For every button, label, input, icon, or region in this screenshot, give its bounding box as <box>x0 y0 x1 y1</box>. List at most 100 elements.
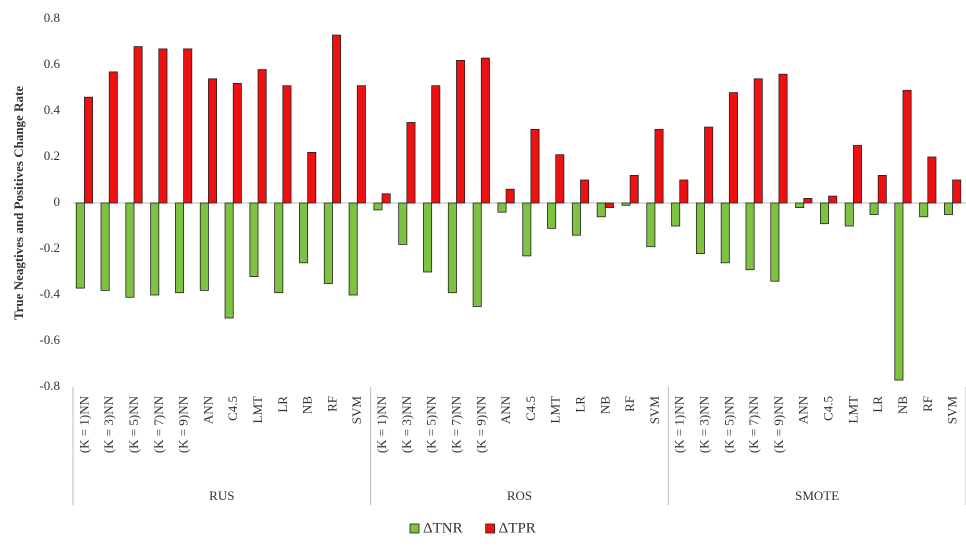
bar <box>679 179 689 204</box>
bar <box>75 202 85 289</box>
x-tick-label: (K = 3)NN <box>399 395 414 453</box>
bar <box>555 154 565 204</box>
bar <box>133 46 143 204</box>
bar <box>927 156 937 204</box>
x-tick-label: RF <box>920 396 935 412</box>
bar <box>505 188 515 204</box>
group-label: SMOTE <box>795 488 839 503</box>
bar <box>522 202 532 257</box>
legend-label: ΔTPR <box>499 520 536 536</box>
y-tick-label: -0.8 <box>39 378 60 393</box>
bar <box>100 202 110 291</box>
bar <box>852 145 862 204</box>
bar <box>307 151 317 204</box>
x-tick-label: (K = 5)NN <box>424 395 439 453</box>
bar <box>728 92 738 204</box>
group-label: RUS <box>209 488 234 503</box>
y-axis-label: True Neagtives and Positives Change Rate <box>11 86 26 320</box>
bar <box>348 202 358 296</box>
x-tick-label: C4.5 <box>523 396 538 421</box>
bar <box>547 202 557 229</box>
x-tick-label: (K = 1)NN <box>76 395 91 453</box>
bar <box>530 128 540 204</box>
bar <box>183 48 193 204</box>
bar <box>671 202 681 227</box>
bar <box>447 202 457 294</box>
bar <box>919 202 929 218</box>
bar <box>944 202 953 215</box>
bar <box>828 195 838 204</box>
x-tick-label: (K = 1)NN <box>672 395 687 453</box>
x-tick-label: NB <box>300 396 315 414</box>
x-tick-label: C4.5 <box>821 396 836 421</box>
y-tick-label: 0.4 <box>44 102 61 117</box>
bar <box>282 85 292 204</box>
x-tick-label: (K = 7)NN <box>151 395 166 453</box>
bar <box>844 202 854 227</box>
bar <box>745 202 755 271</box>
bar <box>646 202 656 248</box>
x-tick-label: (K = 1)NN <box>374 395 389 453</box>
y-tick-label: -0.6 <box>39 332 60 347</box>
bar <box>580 179 590 204</box>
x-tick-label: SVM <box>647 396 662 425</box>
y-tick-label: 0.6 <box>44 56 61 71</box>
bar <box>406 122 416 204</box>
x-tick-label: LMT <box>250 396 265 424</box>
x-tick-label: LR <box>275 396 290 413</box>
x-tick-label: (K = 3)NN <box>697 395 712 453</box>
bar <box>423 202 433 273</box>
bar <box>480 57 490 204</box>
bar <box>158 48 168 204</box>
bar <box>770 202 780 282</box>
legend-swatch <box>409 523 420 534</box>
bar <box>819 202 829 225</box>
x-tick-label: SVM <box>349 396 364 425</box>
bar <box>902 89 912 204</box>
bar <box>877 174 887 204</box>
legend-swatch <box>485 523 496 534</box>
bar <box>795 202 805 208</box>
bar <box>629 174 639 204</box>
x-tick-label: NB <box>597 396 612 414</box>
bar <box>249 202 259 277</box>
x-tick-label: (K = 9)NN <box>473 395 488 453</box>
bar <box>257 69 267 204</box>
x-tick-label: (K = 3)NN <box>101 395 116 453</box>
bar <box>125 202 135 298</box>
bar <box>472 202 482 307</box>
bar <box>604 202 614 208</box>
bar <box>224 202 234 319</box>
bar <box>869 202 879 215</box>
x-tick-label: LR <box>572 396 587 413</box>
y-tick-label: -0.2 <box>39 240 60 255</box>
bar <box>778 73 788 204</box>
x-tick-label: SVM <box>945 396 960 425</box>
bar <box>232 83 242 204</box>
y-tick-label: 0.8 <box>44 10 60 25</box>
bar <box>373 202 383 211</box>
bar <box>654 128 664 204</box>
bar <box>894 202 904 381</box>
bar <box>720 202 730 264</box>
bar <box>150 202 160 296</box>
legend-label: ΔTNR <box>423 520 463 536</box>
bar <box>208 78 218 204</box>
x-tick-label: ANN <box>796 395 811 424</box>
bar <box>332 34 342 204</box>
bar <box>84 96 93 204</box>
bar <box>323 202 333 284</box>
bar <box>803 197 813 204</box>
bar <box>431 85 441 204</box>
bar <box>695 202 705 254</box>
y-tick-label: 0 <box>54 194 61 209</box>
bar <box>356 85 366 204</box>
x-tick-label: NB <box>895 396 910 414</box>
y-tick-label: 0.2 <box>44 148 60 163</box>
x-tick-label: ANN <box>498 395 513 424</box>
bar <box>175 202 185 294</box>
bar <box>596 202 606 218</box>
x-tick-label: ANN <box>200 395 215 424</box>
bar <box>497 202 507 213</box>
